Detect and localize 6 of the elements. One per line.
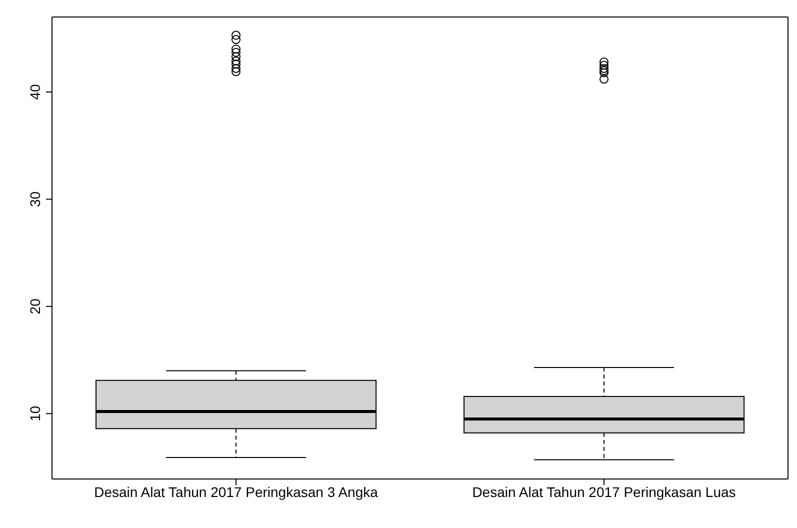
x-tick-label: Desain Alat Tahun 2017 Peringkasan Luas [472,484,736,500]
y-tick-label: 30 [27,191,43,208]
y-tick-label: 10 [27,406,43,422]
y-tick-label: 20 [27,298,43,314]
x-tick-label: Desain Alat Tahun 2017 Peringkasan 3 Angka [94,484,378,500]
y-tick-label: 40 [27,84,43,100]
